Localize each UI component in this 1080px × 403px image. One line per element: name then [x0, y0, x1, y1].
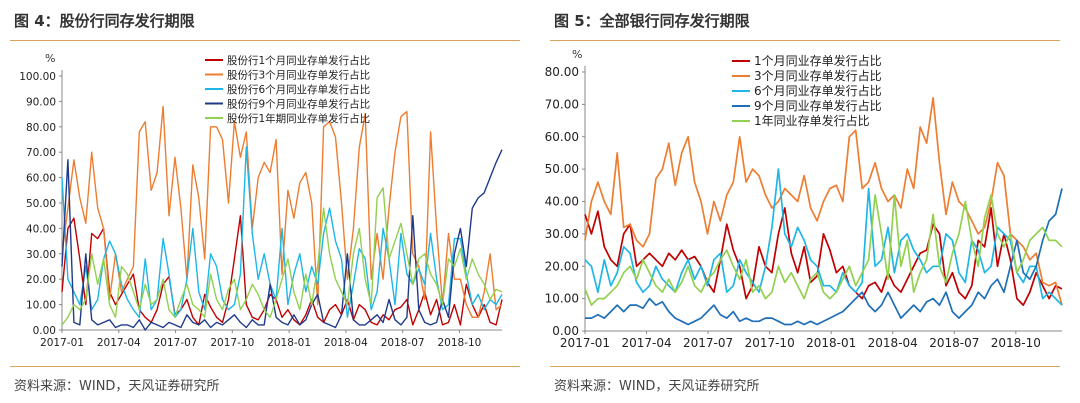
legend-label-1: 1个月同业存单发行占比: [754, 53, 882, 68]
y-tick-label: 40.00: [26, 223, 56, 235]
chart-panel-right: 图 5：全部银行同存发行期限 % 0.00 10.00 20.00 30.00 40.00…: [540, 0, 1070, 403]
series-line-1: [584, 207, 1063, 306]
title-divider: [10, 40, 520, 41]
x-tick-label: 2017-10: [210, 337, 254, 349]
y-tick-label: 50.00: [545, 162, 579, 176]
line-chart-joint-stock-banks: % 0.00 10.00 20.00 30.00 40.00 50.00 60.00 70.00…: [19, 52, 503, 349]
y-tick-label: 50.00: [26, 198, 56, 210]
series-line-2: [61, 105, 503, 318]
x-tick-label: 2017-04: [621, 336, 671, 350]
x-tick-label: 2018-10: [991, 336, 1041, 350]
x-tick-label: 2018-04: [324, 337, 368, 349]
series-line-5: [584, 194, 1063, 306]
series-line-4: [585, 188, 1063, 326]
y-tick-label: 90.00: [26, 96, 56, 108]
legend-label-2: 股份行3个月同业存单发行占比: [227, 69, 370, 82]
chart-title: 图 5：全部银行同存发行期限: [554, 12, 750, 30]
x-tick-label: 2018-01: [806, 336, 856, 350]
series-line-5: [61, 187, 503, 326]
series-line-2: [584, 97, 1063, 306]
y-tick-label: 20.00: [545, 259, 579, 273]
x-tick-label: 2018-10: [437, 337, 481, 349]
legend-label-2: 3个月同业存单发行占比: [754, 68, 882, 83]
legend-label-1: 股份行1个月同业存单发行占比: [227, 54, 370, 67]
legend-label-3: 股份行6个月同业存单发行占比: [227, 83, 370, 96]
y-tick-label: 60.00: [26, 173, 56, 185]
y-tick-label: 10.00: [545, 292, 579, 306]
x-tick-label: 2017-01: [560, 336, 610, 350]
y-unit-label: %: [45, 52, 55, 65]
y-tick-label: 80.00: [26, 122, 56, 134]
x-tick-label: 2017-10: [745, 336, 795, 350]
x-tick-label: 2017-07: [154, 337, 198, 349]
legend-label-5: 1年同业存单发行占比: [754, 113, 870, 128]
y-unit-label: %: [572, 48, 582, 61]
series-line-3: [584, 168, 1063, 306]
x-tick-label: 2018-01: [267, 337, 311, 349]
x-tick-label: 2017-07: [683, 336, 733, 350]
y-tick-label: 80.00: [545, 65, 579, 79]
series-line-1: [61, 214, 503, 326]
y-tick-label: 0.00: [552, 324, 579, 338]
y-tick-label: 70.00: [545, 97, 579, 111]
legend-label-4: 股份行9个月同业存单发行占比: [227, 98, 370, 111]
x-tick-label: 2017-01: [40, 337, 84, 349]
source-divider: [550, 366, 1060, 367]
source-note: 资料来源：WIND，天风证券研究所: [14, 379, 220, 394]
legend-label-4: 9个月同业存单发行占比: [754, 98, 882, 113]
series-line-3: [61, 146, 503, 318]
source-note: 资料来源：WIND，天风证券研究所: [554, 379, 760, 394]
y-tick-label: 60.00: [545, 130, 579, 144]
x-tick-label: 2017-04: [97, 337, 141, 349]
x-tick-label: 2018-07: [381, 337, 425, 349]
x-tick-label: 2018-07: [929, 336, 979, 350]
chart-title: 图 4：股份行同存发行期限: [14, 12, 195, 30]
y-tick-label: 10.00: [26, 300, 56, 312]
x-tick-label: 2018-04: [868, 336, 918, 350]
legend-label-5: 股份行1年期同业存单发行占比: [227, 112, 370, 125]
chart-panel-left: 图 4：股份行同存发行期限 % 0.00 10.00 20.00 30.00 40.00 5…: [0, 0, 530, 403]
title-divider: [550, 40, 1060, 41]
y-tick-label: 20.00: [26, 274, 56, 286]
legend-label-3: 6个月同业存单发行占比: [754, 83, 882, 98]
line-chart-all-banks: % 0.00 10.00 20.00 30.00 40.00 50.00 60.00 70.00…: [545, 48, 1063, 350]
y-tick-label: 30.00: [26, 249, 56, 261]
source-divider: [10, 366, 520, 367]
series-line-4: [61, 149, 503, 331]
y-tick-label: 40.00: [545, 195, 579, 209]
y-tick-label: 30.00: [545, 227, 579, 241]
y-tick-label: 0.00: [33, 325, 56, 337]
y-tick-label: 70.00: [26, 147, 56, 159]
y-tick-label: 100.00: [19, 71, 56, 83]
